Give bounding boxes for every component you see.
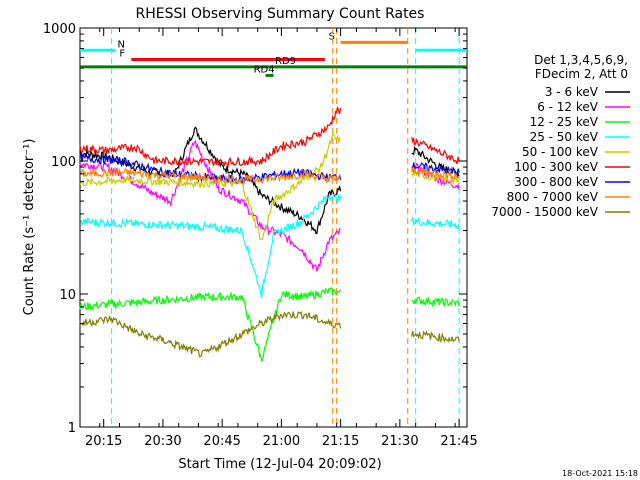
legend-label: 25 - 50 keV (530, 130, 599, 144)
series-layer (79, 105, 460, 363)
legend-label: 12 - 25 keV (530, 115, 599, 129)
x-tick-label: 20:45 (203, 434, 240, 449)
y-tick-label: 10 (59, 288, 76, 303)
legend-label: 50 - 100 keV (522, 145, 599, 159)
flag-label-s: S (329, 31, 335, 42)
series-line-6 (79, 152, 460, 185)
series-line-3 (80, 193, 460, 298)
y-tick-label: 1 (68, 421, 76, 436)
flag-label-rd4: RD4 (254, 64, 275, 75)
flag-label-n: N (118, 39, 125, 50)
y-tick-label: 100 (51, 155, 76, 170)
series-line-7 (79, 167, 460, 186)
series-line-1 (79, 139, 460, 272)
x-tick-label: 21:45 (440, 434, 477, 449)
x-tick-label: 21:30 (381, 434, 418, 449)
legend-label: 6 - 12 keV (537, 100, 599, 114)
x-tick-label: 20:30 (144, 434, 181, 449)
series-line-8 (79, 310, 460, 358)
x-axis: 20:15 20:30 20:45 21:00 21:15 21:30 21:45 (79, 28, 478, 449)
legend-label: 7000 - 15000 keV (491, 205, 598, 219)
legend-header-line-1: Det 1,3,4,5,6,9, (534, 53, 628, 67)
x-tick-label: 21:00 (263, 434, 300, 449)
x-tick-label: 21:15 (322, 434, 359, 449)
legend-label: 300 - 800 keV (514, 175, 598, 189)
legend-header-line-2: FDecim 2, Att 0 (535, 67, 628, 81)
y-axis: 1 10 100 1000 (43, 22, 467, 436)
legend-label: 3 - 6 keV (545, 85, 599, 99)
x-axis-label: Start Time (12-Jul-04 20:09:02) (178, 457, 381, 472)
series-line-2 (79, 287, 460, 363)
legend-label: 800 - 7000 keV (507, 190, 599, 204)
flag-label-rd9: RD9 (275, 56, 296, 67)
x-tick-label: 20:15 (85, 434, 122, 449)
y-tick-label: 1000 (43, 22, 76, 37)
series-line-5 (79, 105, 460, 168)
vlines-layer (111, 28, 460, 427)
legend: Det 1,3,4,5,6,9, FDecim 2, Att 0 3 - 6 k… (491, 53, 630, 219)
y-axis-label: Count Rate (s⁻¹ detector⁻¹) (22, 139, 37, 316)
plot-frame (79, 27, 468, 428)
flag-label-f: F (119, 48, 125, 59)
generation-timestamp: 18-Oct-2021 15:18 (562, 469, 638, 478)
legend-label: 100 - 300 keV (514, 160, 598, 174)
chart-title: RHESSI Observing Summary Count Rates (136, 6, 425, 22)
